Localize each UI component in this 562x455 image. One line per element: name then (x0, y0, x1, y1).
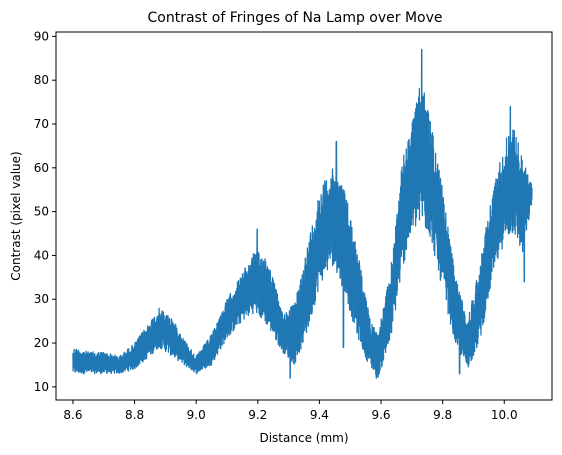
y-tick-label: 30 (34, 292, 49, 306)
x-tick-label: 9.4 (310, 408, 329, 422)
y-axis-label: Contrast (pixel value) (9, 151, 23, 280)
axes-frame (55, 31, 553, 401)
y-axis: 10 20 30 40 50 60 70 80 90 (34, 29, 56, 394)
y-tick-label: 60 (34, 161, 49, 175)
x-tick-label: 9.2 (248, 408, 267, 422)
plot-area (55, 31, 553, 401)
series-line-0 (72, 48, 533, 379)
y-tick-label: 80 (34, 73, 49, 87)
x-tick-label: 8.8 (125, 408, 144, 422)
x-tick-label: 9.6 (371, 408, 390, 422)
series-layer (72, 48, 533, 379)
x-tick-label: 8.6 (63, 408, 82, 422)
y-tick-label: 40 (34, 248, 49, 262)
x-axis: 8.6 8.8 9.0 9.2 9.4 9.6 9.8 10.0 (63, 400, 518, 422)
y-tick-label: 90 (34, 29, 49, 43)
x-tick-label: 9.8 (433, 408, 452, 422)
y-tick-label: 20 (34, 336, 49, 350)
y-tick-label: 10 (34, 380, 49, 394)
x-tick-label: 10.0 (491, 408, 518, 422)
y-tick-label: 50 (34, 205, 49, 219)
x-axis-label: Distance (mm) (259, 431, 348, 445)
chart-title: Contrast of Fringes of Na Lamp over Move (147, 10, 442, 26)
x-tick-label: 9.0 (187, 408, 206, 422)
y-tick-label: 70 (34, 117, 49, 131)
